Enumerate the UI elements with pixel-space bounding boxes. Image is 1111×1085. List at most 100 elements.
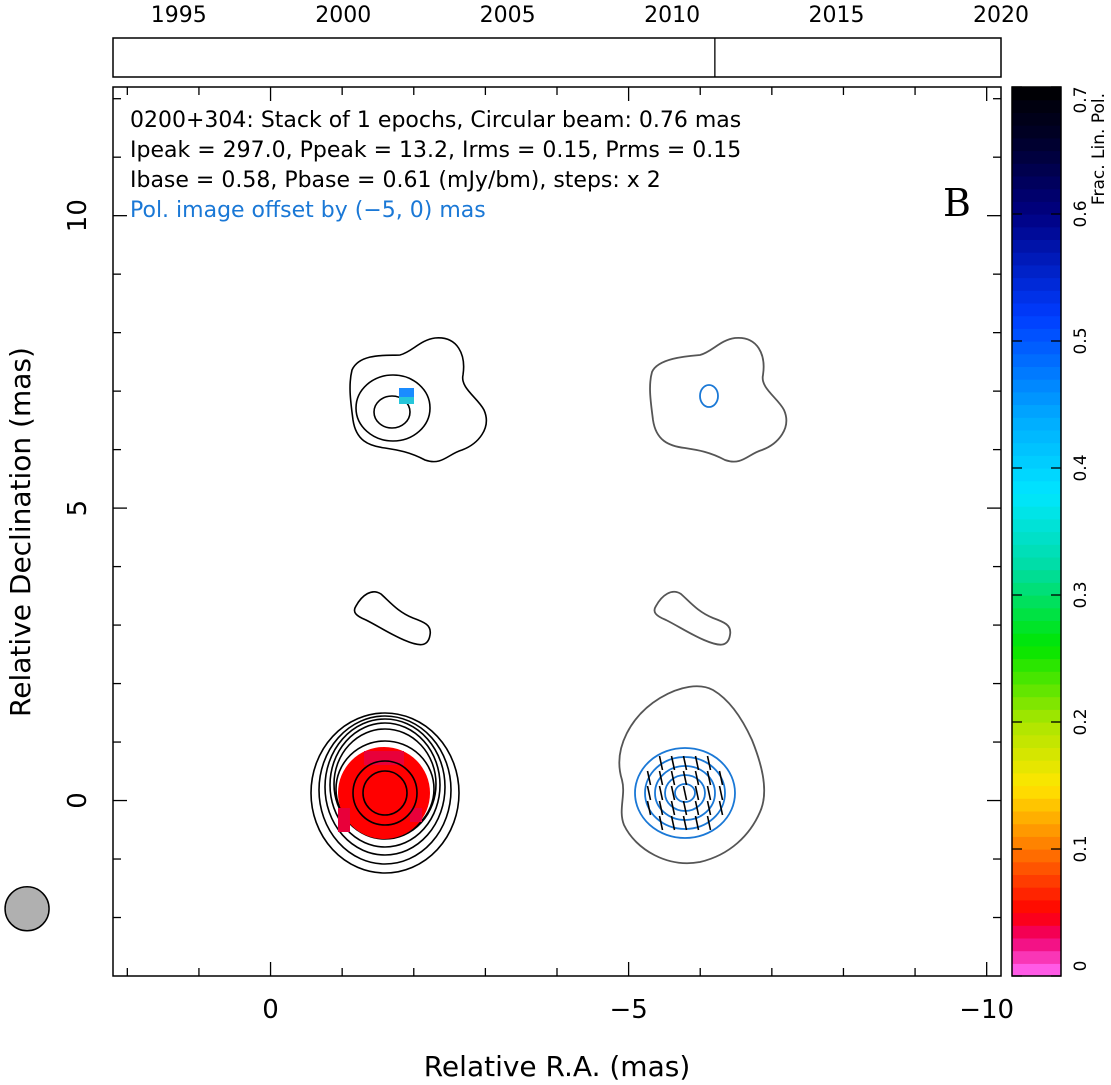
info-line: 0200+304: Stack of 1 epochs, Circular be… — [130, 108, 741, 133]
colorbar-step — [1012, 950, 1061, 964]
evpa-tick — [706, 770, 712, 786]
colorbar-step — [1012, 302, 1061, 317]
colorbar-step — [1012, 506, 1061, 520]
y-tick-label: 10 — [63, 199, 93, 232]
core-contour — [333, 728, 437, 840]
colorbar-step — [1012, 823, 1061, 837]
colorbar-step — [1012, 899, 1061, 914]
colorbar-step — [1012, 163, 1061, 177]
mid-knot-contour — [353, 591, 432, 646]
evpa-tick — [682, 770, 688, 786]
evpa-tick — [670, 770, 676, 786]
colorbar-step — [1012, 531, 1061, 545]
colorbar-step — [1012, 429, 1061, 444]
colorbar-step — [1012, 734, 1061, 748]
colorbar-step — [1012, 912, 1061, 926]
evpa-tick — [694, 770, 700, 786]
evpa-tick — [646, 800, 652, 816]
evpa-tick — [682, 815, 688, 831]
colorbar-step — [1012, 595, 1061, 609]
colorbar-step — [1012, 328, 1061, 342]
colorbar-step — [1012, 849, 1061, 863]
colorbar-step — [1012, 87, 1061, 101]
colorbar-step — [1012, 112, 1061, 126]
colorbar-step — [1012, 150, 1061, 164]
evpa-tick — [658, 800, 664, 816]
colorbar-step — [1012, 709, 1061, 723]
info-line: Ibase = 0.58, Pbase = 0.61 (mJy/bm), ste… — [130, 168, 661, 193]
colorbar-tick-label: 0.7 — [1071, 86, 1091, 113]
colorbar-step — [1012, 582, 1061, 596]
colorbar-step — [1012, 480, 1061, 494]
colorbar-step — [1012, 341, 1061, 355]
colorbar-step — [1012, 887, 1061, 901]
x-tick-label: 0 — [262, 995, 279, 1025]
evpa-tick — [718, 770, 724, 786]
pol-image-outer-contour — [649, 337, 788, 463]
colorbar-step — [1012, 607, 1061, 621]
panel-label: B — [943, 181, 971, 225]
colorbar-step — [1012, 455, 1061, 469]
core-inner-contour — [362, 770, 408, 816]
core-contour — [310, 712, 460, 874]
colorbar-step — [1012, 810, 1061, 825]
evpa-tick — [670, 815, 676, 831]
north-knot-contour — [349, 337, 487, 463]
colorbar-step — [1012, 785, 1061, 799]
colorbar-step — [1012, 366, 1061, 380]
pol-knot-contour — [699, 384, 719, 408]
evpa-tick — [658, 815, 664, 831]
colorbar-step — [1012, 836, 1061, 850]
x-axis-label: Relative R.A. (mas) — [424, 1050, 691, 1083]
evpa-tick — [682, 785, 688, 801]
colorbar-step — [1012, 264, 1061, 279]
epoch-year-label: 1995 — [151, 3, 207, 28]
x-tick-label: −10 — [959, 995, 1014, 1025]
colorbar-step — [1012, 391, 1061, 406]
colorbar-step — [1012, 696, 1061, 710]
colorbar-step — [1012, 125, 1061, 139]
evpa-tick — [646, 785, 652, 801]
colorbar-step — [1012, 188, 1061, 202]
colorbar-tick-label: 0.4 — [1071, 454, 1091, 481]
colorbar-tick-label: 0.6 — [1071, 200, 1091, 227]
colorbar-step — [1012, 925, 1061, 939]
colorbar-step — [1012, 201, 1061, 215]
colorbar-step — [1012, 239, 1061, 253]
colorbar-step — [1012, 671, 1061, 685]
evpa-tick — [658, 755, 664, 771]
y-axis-label: Relative Declination (mas) — [4, 347, 37, 717]
evpa-tick — [682, 755, 688, 771]
colorbar-step — [1012, 353, 1061, 367]
pol-image-outer-contour — [653, 590, 732, 646]
epoch-year-label: 2015 — [809, 3, 865, 28]
epoch-year-label: 2005 — [480, 3, 536, 28]
colorbar-step — [1012, 417, 1061, 431]
epoch-timeline-frame — [112, 37, 1002, 78]
colorbar-step — [1012, 493, 1061, 507]
epoch-timeline: 1995 2000 2005 2010 2015 2020 — [112, 3, 1029, 78]
offset-note: Pol. image offset by (−5, 0) mas — [130, 198, 486, 223]
colorbar-step — [1012, 760, 1061, 774]
north-knot-contour — [373, 395, 411, 429]
colorbar-step — [1012, 252, 1061, 266]
colorbar-step — [1012, 633, 1061, 647]
colorbar-step — [1012, 544, 1061, 558]
colorbar-step — [1012, 963, 1061, 977]
core-inner-contours — [352, 760, 418, 826]
evpa-tick — [646, 770, 652, 786]
colorbar-step — [1012, 277, 1061, 291]
colorbar-step — [1012, 747, 1061, 761]
pol-core-contour — [674, 783, 696, 803]
colorbar-step — [1012, 620, 1061, 634]
evpa-tick — [694, 755, 700, 771]
evpa-tick — [670, 800, 676, 816]
evpa-tick — [694, 815, 700, 831]
evpa-tick — [718, 785, 724, 801]
pol-core-contour — [644, 756, 726, 830]
frac-pol-core-fill — [410, 808, 422, 822]
evpa-tick — [706, 800, 712, 816]
colorbar-step — [1012, 861, 1061, 875]
evpa-tick — [706, 785, 712, 801]
